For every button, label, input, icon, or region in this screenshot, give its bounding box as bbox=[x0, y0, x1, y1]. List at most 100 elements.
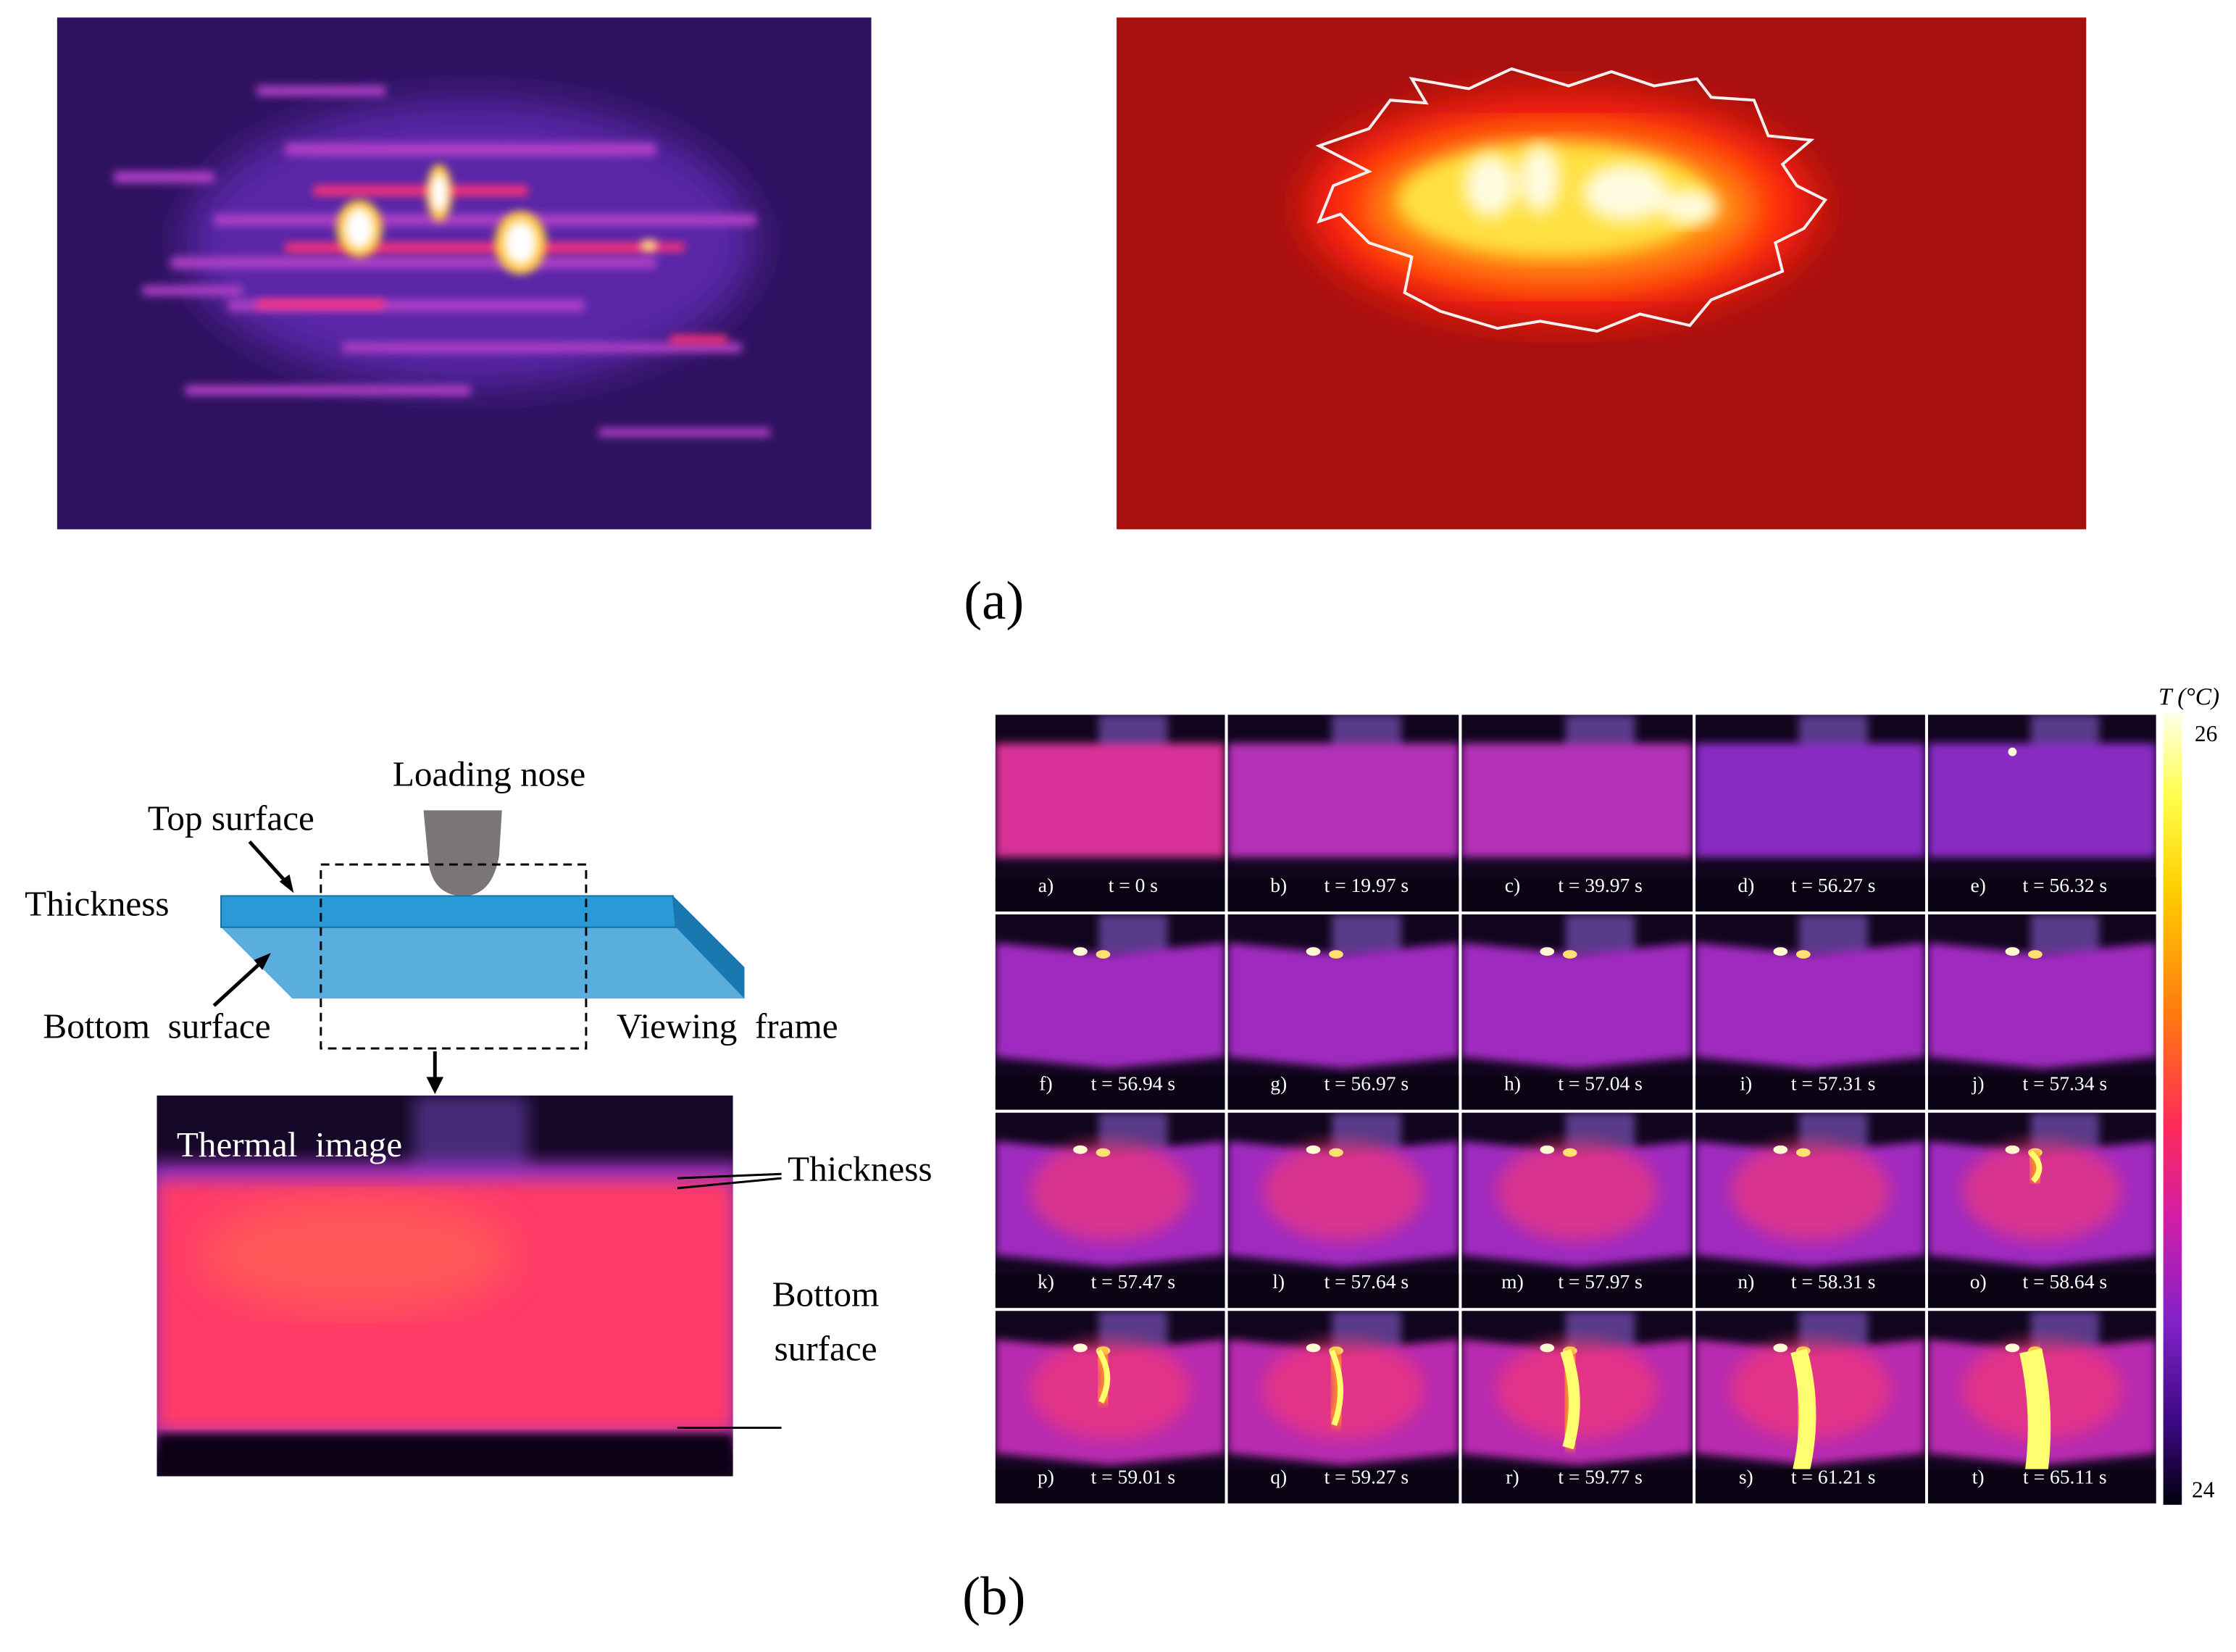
support-region bbox=[995, 1075, 1225, 1110]
hot-spot bbox=[1096, 1148, 1111, 1157]
support-region bbox=[1227, 877, 1459, 912]
thermal-frame: o) t = 58.64 s bbox=[1927, 1112, 2156, 1309]
crack-core bbox=[2028, 1150, 2043, 1183]
hot-spot bbox=[1773, 947, 1788, 956]
thermal-frame: s) t = 61.21 s bbox=[1695, 1311, 1925, 1503]
frame-label: o) bbox=[1970, 1270, 1987, 1293]
hot-spot bbox=[1073, 1343, 1088, 1353]
frame-time: t = 57.64 s bbox=[1325, 1270, 1409, 1293]
schematic-label: Thickness bbox=[788, 1149, 932, 1189]
frame-image bbox=[1927, 1112, 2156, 1309]
schematic-label: Bottom surface bbox=[43, 1006, 270, 1046]
hot-spot bbox=[1306, 947, 1321, 956]
support-region bbox=[1461, 1273, 1693, 1309]
frame-image bbox=[1461, 914, 1693, 1110]
support-region bbox=[1695, 1075, 1925, 1110]
frame-label: i) bbox=[1740, 1072, 1752, 1095]
thermal-frame: e) t = 56.32 s bbox=[1927, 714, 2156, 912]
hot-spot bbox=[1306, 1343, 1321, 1353]
frame-time: t = 19.97 s bbox=[1325, 874, 1409, 896]
hot-spot bbox=[1073, 947, 1088, 956]
frame-time: t = 59.27 s bbox=[1325, 1466, 1409, 1488]
frame-image bbox=[995, 914, 1225, 1110]
specimen bbox=[1461, 943, 1693, 1069]
frame-label: b) bbox=[1270, 874, 1287, 896]
frame-label: t) bbox=[1972, 1466, 1985, 1488]
hot-spot bbox=[1795, 950, 1811, 959]
support-region bbox=[995, 877, 1225, 912]
support-region bbox=[1695, 1469, 1925, 1503]
schematic-label: Bottom bbox=[772, 1275, 880, 1314]
thermal-frame: h) t = 57.04 s bbox=[1461, 914, 1693, 1110]
hot-spot bbox=[1329, 1148, 1343, 1157]
frame-image bbox=[1695, 714, 1925, 912]
schematic-label: Viewing frame bbox=[617, 1006, 838, 1046]
frame-time: t = 0 s bbox=[1109, 874, 1158, 896]
warm-zone bbox=[1262, 1140, 1424, 1241]
support-region bbox=[1227, 1075, 1459, 1110]
schematic-label: Loading nose bbox=[393, 754, 585, 793]
thermal-frame: c) t = 39.97 s bbox=[1461, 714, 1693, 912]
frame-label: l) bbox=[1272, 1270, 1285, 1293]
colorbar-min: 24 bbox=[2192, 1477, 2215, 1502]
specimen bbox=[1695, 743, 1925, 858]
hot-spot bbox=[2005, 1343, 2020, 1353]
schematic-label: Top surface bbox=[148, 798, 314, 838]
colorbar-title: T (°C) bbox=[2158, 684, 2219, 711]
hot-spot bbox=[1096, 950, 1111, 959]
specimen bbox=[1461, 743, 1693, 858]
frame-image bbox=[1695, 914, 1925, 1110]
thermal-frame: l) t = 57.64 s bbox=[1227, 1112, 1459, 1309]
hot-spot bbox=[2028, 950, 2043, 959]
support-region bbox=[1227, 1469, 1459, 1503]
frame-image bbox=[1227, 1112, 1459, 1309]
schematic-label: surface bbox=[775, 1329, 877, 1369]
support-region bbox=[1927, 1075, 2156, 1110]
frame-label: r) bbox=[1506, 1466, 1519, 1488]
thermal-frame: g) t = 56.97 s bbox=[1227, 914, 1459, 1110]
frame-image bbox=[1461, 1112, 1693, 1309]
crack-core bbox=[1560, 1348, 1580, 1450]
frame-time: t = 61.21 s bbox=[1791, 1466, 1876, 1488]
frame-time: t = 57.31 s bbox=[1791, 1072, 1876, 1095]
frame-image bbox=[1927, 1311, 2156, 1503]
specimen bbox=[1695, 943, 1925, 1069]
frame-time: t = 57.04 s bbox=[1558, 1072, 1643, 1095]
hot-spot bbox=[1306, 1145, 1321, 1154]
warm-zone bbox=[1730, 1140, 1891, 1241]
support-region bbox=[995, 1273, 1225, 1309]
frame-image bbox=[995, 1112, 1225, 1309]
support-region bbox=[1695, 1273, 1925, 1309]
frame-image bbox=[1227, 714, 1459, 912]
frame-time: t = 56.27 s bbox=[1791, 874, 1876, 896]
frame-label: j) bbox=[1972, 1072, 1985, 1095]
schematic-label: Thermal image bbox=[177, 1125, 402, 1164]
warm-zone bbox=[1496, 1140, 1659, 1241]
schematic bbox=[157, 810, 782, 1477]
specimen bbox=[1927, 743, 2156, 858]
hot-spot bbox=[1562, 950, 1577, 959]
support-region bbox=[995, 1469, 1225, 1503]
frame-label: q) bbox=[1270, 1466, 1287, 1488]
frame-time: t = 58.64 s bbox=[2023, 1270, 2108, 1293]
thermal-frame: i) t = 57.31 s bbox=[1695, 914, 1925, 1110]
hot-spot bbox=[2005, 1145, 2020, 1154]
thermal-image-left bbox=[57, 17, 872, 530]
frame-image bbox=[1227, 914, 1459, 1110]
hot-spot bbox=[1540, 1145, 1555, 1154]
colorbar bbox=[2163, 713, 2182, 1505]
thermal-frame: q) t = 59.27 s bbox=[1227, 1311, 1459, 1503]
frame-label: h) bbox=[1504, 1072, 1521, 1095]
frame-image bbox=[1461, 714, 1693, 912]
thermal-frame: m) t = 57.97 s bbox=[1461, 1112, 1693, 1309]
support-region bbox=[1927, 1273, 2156, 1309]
frame-time: t = 59.01 s bbox=[1091, 1466, 1176, 1488]
frame-label: a) bbox=[1038, 874, 1054, 896]
frame-label: m) bbox=[1501, 1270, 1524, 1293]
thermal-frame: r) t = 59.77 s bbox=[1461, 1311, 1693, 1503]
frame-image bbox=[995, 1311, 1225, 1503]
frame-time: t = 59.77 s bbox=[1558, 1466, 1643, 1488]
warm-zone bbox=[1030, 1140, 1191, 1241]
hot-spot bbox=[1329, 950, 1343, 959]
